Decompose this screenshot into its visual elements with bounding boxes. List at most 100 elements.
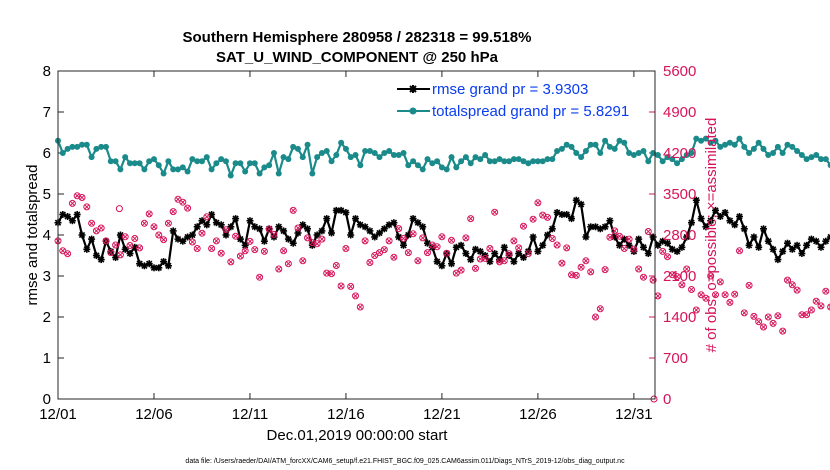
y-right-tick-label: 5600	[663, 63, 696, 80]
data-point	[246, 160, 253, 167]
obs-point	[299, 257, 307, 265]
data-point	[626, 150, 633, 156]
obs-point	[707, 272, 715, 280]
data-point	[486, 258, 494, 266]
obs-point	[625, 235, 633, 243]
obs-point	[644, 228, 652, 235]
data-point	[726, 139, 733, 146]
obs-point	[342, 245, 350, 252]
data-point	[347, 154, 354, 161]
data-point	[578, 154, 585, 161]
obs-point	[505, 250, 513, 258]
obs-point	[529, 215, 537, 223]
data-point	[602, 137, 609, 144]
data-point	[136, 160, 143, 167]
obs-point	[577, 263, 585, 271]
obs-point	[68, 199, 76, 207]
obs-point	[265, 225, 273, 233]
obs-point	[750, 312, 758, 320]
obs-point	[803, 311, 811, 319]
data-point	[726, 217, 734, 225]
obs-point	[736, 247, 743, 255]
obs-point	[121, 233, 129, 241]
data-point	[525, 160, 532, 167]
obs-point	[222, 226, 230, 234]
data-point	[798, 250, 806, 257]
legend-spread-marker	[409, 107, 417, 115]
obs-point	[673, 273, 681, 281]
data-point	[328, 158, 335, 165]
data-point	[491, 158, 498, 165]
data-point	[400, 150, 407, 156]
obs-point	[515, 244, 523, 252]
data-point	[496, 156, 503, 163]
data-point	[630, 152, 637, 159]
data-point	[261, 164, 268, 171]
data-point	[640, 147, 647, 154]
data-point	[692, 196, 700, 204]
obs-point	[409, 230, 417, 238]
x-tick-label: 12/01	[39, 406, 77, 423]
data-point	[386, 147, 393, 154]
obs-point	[553, 241, 561, 249]
obs-point	[558, 259, 566, 267]
obs-point	[817, 302, 825, 310]
data-point	[400, 241, 407, 249]
data-point	[702, 223, 710, 231]
data-point	[554, 147, 561, 154]
data-point	[376, 154, 383, 161]
legend-spread-label: totalspread grand pr = 5.8291	[432, 103, 629, 120]
obs-point	[217, 249, 225, 257]
obs-point	[280, 247, 288, 255]
data-point	[145, 260, 153, 268]
data-point	[98, 143, 105, 150]
data-point	[769, 245, 777, 253]
data-point	[827, 162, 830, 169]
plot-background	[58, 71, 655, 399]
data-point	[323, 147, 330, 154]
obs-point	[572, 271, 580, 279]
data-point	[568, 215, 575, 223]
obs-point	[448, 236, 455, 244]
data-point	[102, 143, 109, 150]
obs-point	[683, 265, 691, 273]
data-point	[736, 135, 743, 142]
obs-point	[664, 253, 671, 261]
x-tick-label: 12/31	[615, 406, 653, 423]
data-point	[597, 150, 604, 156]
data-point	[352, 215, 359, 223]
data-point	[313, 231, 321, 239]
data-point	[774, 256, 782, 264]
obs-point	[745, 281, 753, 289]
obs-point	[457, 266, 465, 274]
data-point	[572, 196, 580, 204]
data-point	[131, 160, 138, 167]
chart-title: Southern Hemisphere 280958 / 282318 = 99…	[183, 29, 532, 46]
obs-count-series	[54, 192, 830, 403]
x-tick-label: 12/11	[232, 406, 268, 423]
data-point	[458, 158, 465, 165]
obs-point	[611, 227, 619, 235]
data-point	[371, 233, 379, 241]
y-tick-label: 4	[43, 227, 51, 244]
data-point	[659, 158, 666, 165]
obs-point	[620, 245, 628, 252]
data-point	[606, 217, 614, 225]
data-point	[294, 145, 301, 152]
obs-point	[347, 283, 355, 290]
data-point	[760, 145, 767, 152]
data-point	[280, 154, 287, 161]
data-point	[453, 164, 460, 171]
data-point	[500, 243, 508, 251]
data-point	[794, 147, 801, 154]
obs-point	[467, 215, 475, 223]
data-point	[395, 152, 402, 159]
obs-point	[169, 208, 177, 216]
data-point	[664, 154, 671, 161]
data-file-footer: data file: /Users/raeder/DAI/ATM_forcXX/…	[185, 458, 625, 465]
data-point	[606, 143, 613, 150]
data-point	[222, 158, 229, 165]
obs-point	[716, 278, 724, 286]
data-point	[414, 162, 421, 169]
